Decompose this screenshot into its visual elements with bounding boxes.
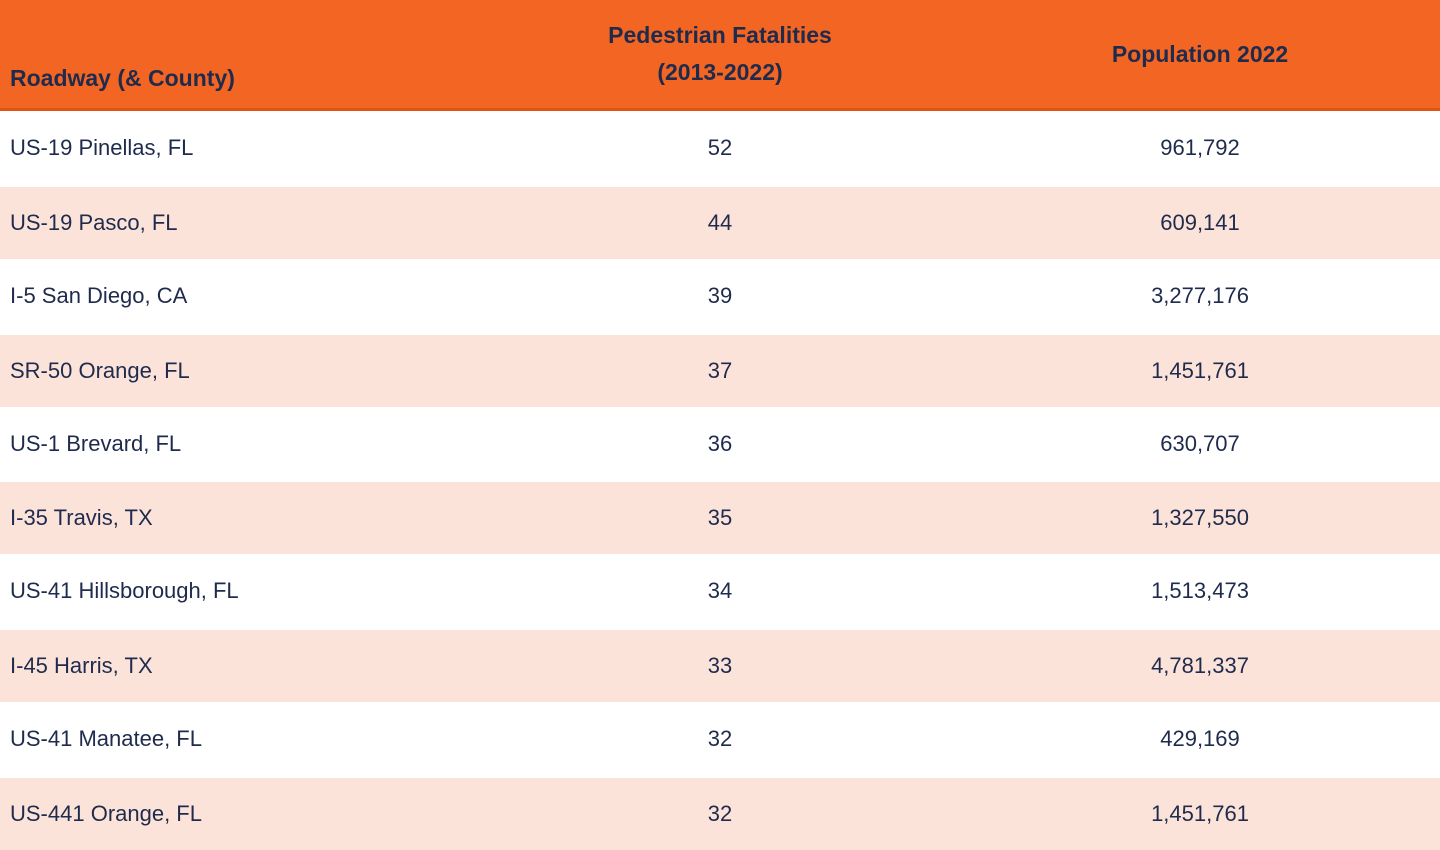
cell-roadway: US-19 Pinellas, FL (10, 134, 194, 160)
cell-fatalities: 35 (707, 505, 733, 531)
cell-fatalities: 32 (707, 800, 733, 826)
column-header-fatalities-line1: Pedestrian Fatalities (608, 22, 832, 48)
column-header-population: Population 2022 (1111, 40, 1289, 67)
table-header-row: Roadway (& County) Pedestrian Fatalities… (0, 0, 1440, 111)
cell-roadway: US-19 Pasco, FL (10, 209, 178, 235)
cell-fatalities: 37 (707, 357, 733, 383)
table-row: I-35 Travis, TX 35 1,327,550 (0, 480, 1440, 555)
table-row: US-441 Orange, FL 32 1,451,761 (0, 776, 1440, 850)
cell-population: 961,792 (1160, 134, 1240, 160)
cell-roadway: US-41 Hillsborough, FL (10, 578, 239, 604)
cell-fatalities: 39 (707, 282, 733, 308)
column-header-roadway: Roadway (& County) (10, 65, 235, 91)
cell-fatalities: 34 (707, 578, 733, 604)
cell-roadway: US-41 Manatee, FL (10, 726, 202, 752)
cell-roadway: SR-50 Orange, FL (10, 357, 190, 383)
column-header-fatalities-line2: (2013-2022) (657, 59, 783, 85)
cell-fatalities: 44 (707, 209, 733, 235)
cell-fatalities: 52 (707, 134, 733, 160)
table-row: I-5 San Diego, CA 39 3,277,176 (0, 258, 1440, 333)
column-header-fatalities: Pedestrian Fatalities (2013-2022) (480, 0, 960, 108)
cell-fatalities: 32 (707, 726, 733, 752)
table-row: US-41 Manatee, FL 32 429,169 (0, 702, 1440, 777)
table-row: SR-50 Orange, FL 37 1,451,761 (0, 332, 1440, 407)
cell-roadway: US-1 Brevard, FL (10, 430, 182, 456)
cell-roadway: US-441 Orange, FL (10, 800, 202, 826)
cell-population: 3,277,176 (1151, 282, 1249, 308)
table-row: I-45 Harris, TX 33 4,781,337 (0, 628, 1440, 703)
table-row: US-41 Hillsborough, FL 34 1,513,473 (0, 554, 1440, 629)
cell-fatalities: 36 (707, 430, 733, 456)
cell-population: 1,327,550 (1151, 505, 1249, 531)
table-row: US-1 Brevard, FL 36 630,707 (0, 406, 1440, 481)
cell-population: 630,707 (1160, 430, 1240, 456)
cell-population: 609,141 (1160, 209, 1240, 235)
cell-fatalities: 33 (707, 653, 733, 679)
cell-roadway: I-45 Harris, TX (10, 653, 153, 679)
cell-roadway: I-35 Travis, TX (10, 505, 153, 531)
cell-population: 1,451,761 (1151, 800, 1249, 826)
table-row: US-19 Pasco, FL 44 609,141 (0, 184, 1440, 259)
cell-roadway: I-5 San Diego, CA (10, 282, 188, 308)
cell-population: 4,781,337 (1151, 653, 1249, 679)
table-row: US-19 Pinellas, FL 52 961,792 (0, 111, 1440, 185)
cell-population: 1,451,761 (1151, 357, 1249, 383)
cell-population: 429,169 (1160, 726, 1240, 752)
cell-population: 1,513,473 (1151, 578, 1249, 604)
table-body: US-19 Pinellas, FL 52 961,792 US-19 Pasco, … (0, 111, 1440, 850)
